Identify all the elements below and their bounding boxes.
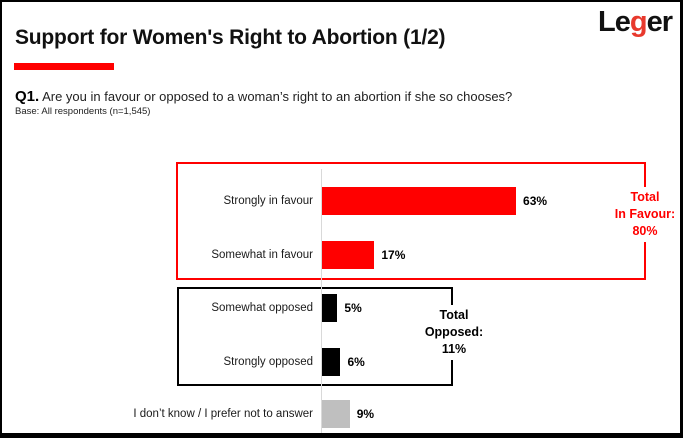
bar	[322, 400, 350, 428]
annotation-line: Total	[439, 308, 469, 322]
title-underline	[14, 63, 114, 70]
question-number: Q1.	[15, 88, 40, 105]
value-label: 6%	[347, 355, 365, 369]
value-label: 17%	[381, 248, 406, 262]
base-note: Base: All respondents (n=1,545)	[15, 106, 151, 117]
annotation-line: 80%	[632, 224, 658, 238]
page-title: Support for Women's Right to Abortion (1…	[15, 26, 446, 49]
total-in-favour-annotation: Total In Favour: 80%	[593, 187, 680, 242]
category-label: I don’t know / I prefer not to answer	[133, 408, 313, 420]
leger-logo: Leger	[598, 6, 673, 39]
bar-row: Strongly in favour 63%	[2, 187, 680, 215]
bar-row: Somewhat in favour 17%	[2, 241, 680, 269]
total-opposed-annotation: Total Opposed: 11%	[402, 305, 506, 360]
category-label: Strongly in favour	[223, 195, 314, 207]
bar	[322, 294, 338, 322]
category-label: Somewhat opposed	[211, 302, 313, 314]
logo-text-post: er	[646, 6, 673, 38]
value-label: 63%	[523, 194, 548, 208]
bar-row: Somewhat opposed 5%	[2, 294, 680, 322]
logo-accent-letter: g	[629, 6, 648, 38]
annotation-line: Opposed:	[424, 325, 484, 339]
value-label: 5%	[344, 301, 362, 315]
axis-baseline	[321, 169, 322, 433]
bar-row: Strongly opposed 6%	[2, 348, 680, 376]
bar	[322, 187, 517, 215]
value-label: 9%	[356, 407, 375, 421]
bar	[322, 241, 375, 269]
annotation-line: In Favour:	[614, 207, 676, 221]
bar-chart: Strongly in favour 63% Somewhat in favou…	[2, 2, 680, 433]
annotation-line: Total	[630, 190, 660, 204]
category-label: Strongly opposed	[223, 356, 313, 368]
annotation-line: 11%	[441, 342, 467, 356]
bar-row: I don’t know / I prefer not to answer 9%	[2, 400, 680, 428]
category-label: Somewhat in favour	[211, 249, 313, 261]
question-line: Q1. Are you in favour or opposed to a wo…	[15, 88, 512, 105]
bar	[322, 348, 341, 376]
question-text: Are you in favour or opposed to a woman’…	[39, 89, 513, 104]
logo-text-pre: Le	[598, 6, 631, 38]
